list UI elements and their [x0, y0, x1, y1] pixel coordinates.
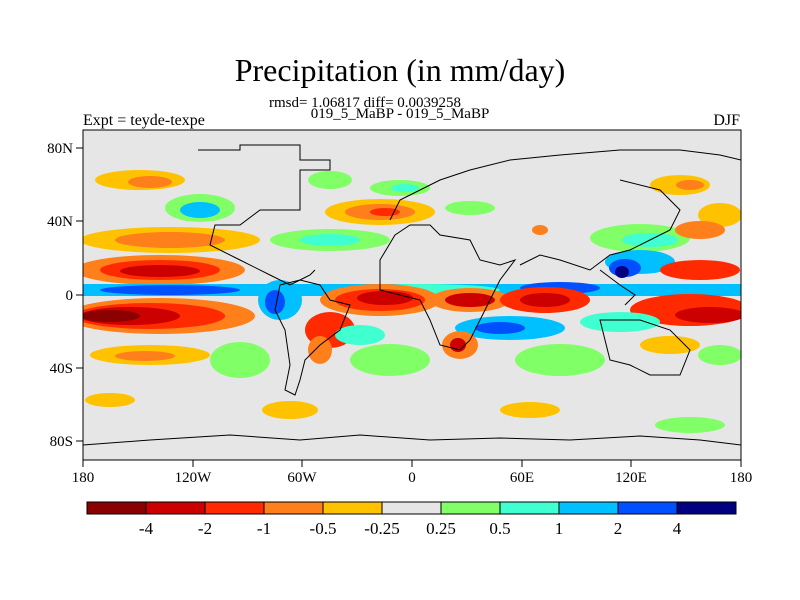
- lon-label-0: 0: [408, 470, 416, 486]
- coastline-south-america: [274, 279, 351, 396]
- colorbar-swatch: [263, 501, 324, 515]
- colorbar-label: -4: [139, 519, 154, 538]
- rmsd-diff-stats: rmsd= 1.06817 diff= 0.0039258: [268, 95, 462, 111]
- anomaly-patch: [308, 336, 332, 364]
- colorbar-swatch: [381, 501, 442, 515]
- colorbar-swatch: [86, 501, 147, 515]
- colorbar-label: 0.5: [489, 519, 510, 538]
- colorbar-swatch: [145, 501, 206, 515]
- lat-label-80n: 80N: [47, 141, 73, 157]
- anomaly-patch: [698, 203, 741, 227]
- coastline-antarctica: [83, 434, 741, 446]
- lon-label-120w: 120W: [175, 470, 213, 486]
- colorbar: -4 -2 -1 -0.5 -0.25 0.25 0.5 1 2 4: [86, 501, 737, 538]
- anomaly-patch: [391, 184, 419, 192]
- lon-label-180e: 180: [730, 470, 753, 486]
- anomaly-patch: [335, 325, 385, 345]
- anomaly-patch: [115, 351, 175, 361]
- anomaly-patch: [115, 232, 225, 248]
- anomaly-patch: [445, 293, 495, 307]
- anomaly-patch: [580, 312, 660, 332]
- map-field: [83, 130, 741, 460]
- latitude-axis: 80N 40N 0 40S 80S: [47, 141, 83, 450]
- lon-label-60e: 60E: [510, 470, 534, 486]
- colorbar-swatch: [558, 501, 619, 515]
- longitude-axis: 180 120W 60W 0 60E 120E 180: [72, 460, 753, 486]
- colorbar-label: -2: [198, 519, 212, 538]
- anomaly-patch: [83, 310, 140, 322]
- lon-label-180w: 180: [72, 470, 95, 486]
- colorbar-label: 1: [555, 519, 564, 538]
- colorbar-swatch: [322, 501, 383, 515]
- anomaly-patch: [660, 260, 740, 280]
- season-label: DJF: [713, 112, 740, 129]
- anomaly-patch: [698, 345, 741, 365]
- colorbar-swatch: [204, 501, 265, 515]
- lon-label-60w: 60W: [287, 470, 317, 486]
- coastlines: [83, 144, 741, 446]
- anomaly-patch: [615, 266, 629, 278]
- colorbar-swatch: [676, 501, 737, 515]
- anomaly-patch: [357, 291, 413, 305]
- anomaly-patch: [520, 293, 570, 307]
- lat-label-0: 0: [66, 288, 74, 304]
- anomaly-patch: [640, 336, 700, 354]
- experiment-runs: 019_5_MaBP - 019_5_MaBP: [310, 106, 490, 122]
- lat-label-40s: 40S: [50, 361, 73, 377]
- anomaly-patch: [300, 234, 360, 246]
- anomaly-patch: [180, 202, 220, 218]
- anomaly-patch: [100, 285, 240, 295]
- anomaly-patch: [128, 176, 172, 188]
- coastline-africa: [379, 224, 517, 351]
- anomaly-patch: [210, 342, 270, 378]
- anomaly-patch: [475, 322, 525, 334]
- coastline-eurasia: [389, 149, 741, 306]
- colorbar-label: 2: [614, 519, 623, 538]
- coastline-north-america: [198, 144, 331, 286]
- anomaly-patch: [532, 225, 548, 235]
- anomaly-patch: [85, 393, 135, 407]
- anomaly-patch: [676, 180, 704, 190]
- lon-label-120e: 120E: [615, 470, 647, 486]
- map-title: Precipitation (in mm/day): [234, 52, 566, 88]
- colorbar-label: -0.25: [364, 519, 399, 538]
- anomaly-patch: [675, 307, 741, 323]
- anomaly-patch: [308, 171, 352, 189]
- colorbar-label: -0.5: [310, 519, 337, 538]
- colorbar-swatch: [440, 501, 501, 515]
- coastline-australia: [599, 319, 691, 376]
- anomaly-patch: [655, 417, 725, 433]
- lat-label-40n: 40N: [47, 214, 73, 230]
- experiment-label: Expt = teyde-texpe: [83, 112, 205, 129]
- colorbar-label: 4: [673, 519, 682, 538]
- colorbar-swatch: [499, 501, 560, 515]
- lat-label-80s: 80S: [50, 434, 73, 450]
- colorbar-label: -1: [257, 519, 271, 538]
- anomaly-patch: [262, 401, 318, 419]
- colorbar-label: 0.25: [426, 519, 456, 538]
- anomaly-patch: [350, 344, 430, 376]
- anomaly-patch: [500, 402, 560, 418]
- anomaly-patch: [675, 221, 725, 239]
- colorbar-swatch: [617, 501, 678, 515]
- anomaly-patch: [265, 290, 285, 314]
- anomaly-patch: [120, 265, 200, 277]
- anomaly-patch: [445, 201, 495, 215]
- anomaly-patch: [515, 344, 605, 376]
